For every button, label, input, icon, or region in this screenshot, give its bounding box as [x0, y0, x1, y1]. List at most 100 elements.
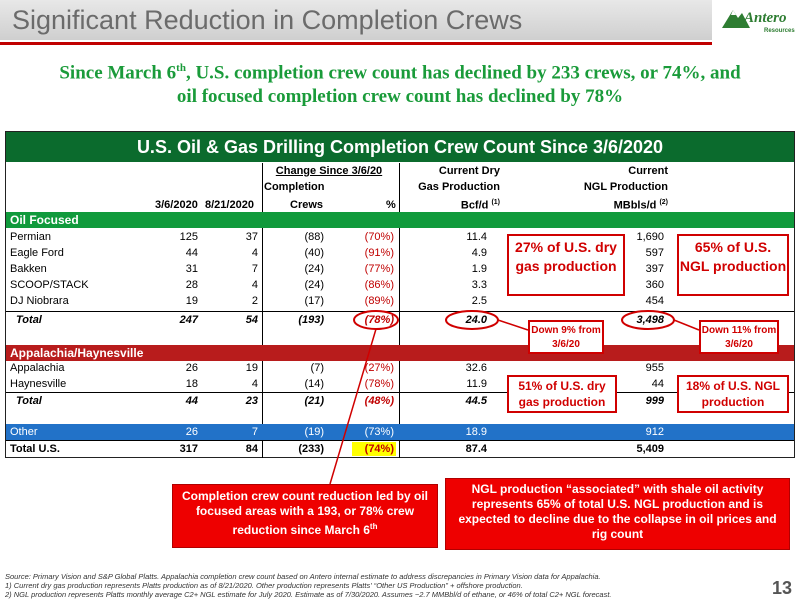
headline-line-2: oil focused completion crew count has de…: [176, 86, 624, 108]
header-change: Change Since 3/6/20: [275, 165, 383, 177]
connector-gas-down: [497, 319, 529, 331]
app-row-1-crews: (14): [304, 378, 324, 390]
title-underline: [0, 42, 712, 45]
oil-row-3-d2: 4: [251, 279, 258, 291]
headline-line-1: Since March 6th, U.S. completion crew co…: [59, 62, 741, 84]
oil-row-1-name: Eagle Ford: [10, 247, 64, 259]
oil-total-pct: (78%): [364, 314, 394, 326]
other-d2: 7: [251, 426, 258, 438]
oil-row-2-name: Bakken: [10, 263, 47, 275]
table-frame: [5, 131, 795, 458]
header-completion: Completion: [264, 181, 325, 193]
oil-row-4-gas: 2.5: [471, 295, 487, 307]
app-total-d2: 23: [245, 395, 258, 407]
app-total-ngl: 999: [645, 395, 664, 407]
callout-gas-share: 27% of U.S. dry gas production: [507, 234, 625, 296]
oil-row-4-pct: (89%): [364, 295, 394, 307]
other-row-bg: [6, 424, 794, 440]
footnote-source: Source: Primary Vision and S&P Global Pl…: [5, 572, 601, 581]
section-oil-focused: Oil Focused: [6, 212, 794, 228]
footnote-2: 2) NGL production represents Platts mont…: [5, 590, 612, 599]
oil-row-3-d1: 28: [185, 279, 198, 291]
title-bar: [0, 0, 712, 40]
oil-row-2-ngl: 397: [645, 263, 664, 275]
oil-row-2-gas: 1.9: [471, 263, 487, 275]
other-pct: (73%): [364, 426, 394, 438]
app-row-1-d2: 4: [251, 378, 258, 390]
header-ngl-3: MBbls/d (2): [613, 199, 668, 212]
header-gas-3: Bcf/d (1): [460, 199, 500, 212]
header-date2: 8/21/2020: [205, 199, 254, 211]
us-total-d2: 84: [245, 443, 258, 455]
app-row-0-d2: 19: [245, 362, 258, 374]
app-row-0-pct: (27%): [364, 362, 394, 374]
oil-row-0-gas: 11.4: [466, 231, 487, 243]
header-date1: 3/6/2020: [155, 199, 198, 211]
logo-subtext: Resources: [764, 28, 795, 34]
note-ngl-associated: NGL production “associated” with shale o…: [445, 478, 790, 550]
us-total-d1: 317: [179, 443, 198, 455]
header-pct: %: [386, 199, 396, 211]
oil-row-4-name: DJ Niobrara: [10, 295, 69, 307]
headline: Since March 6th, U.S. completion crew co…: [0, 56, 800, 109]
app-row-1-ngl: 44: [651, 378, 664, 390]
us-total-rule: [6, 440, 794, 441]
app-row-1-d1: 18: [185, 378, 198, 390]
oil-total-rule: [6, 311, 794, 312]
connector-left-box: [329, 328, 377, 485]
header-ngl-2: NGL Production: [583, 181, 668, 193]
header-gas-1: Current Dry: [438, 165, 500, 177]
header-gas-2: Gas Production: [418, 181, 500, 193]
app-row-1-name: Haynesville: [10, 378, 67, 390]
oil-total-crews: (193): [298, 314, 324, 326]
oil-row-2-d2: 7: [251, 263, 258, 275]
oil-row-0-ngl: 1,690: [636, 231, 664, 243]
oil-total-name: Total: [16, 314, 42, 326]
oil-row-2-d1: 31: [185, 263, 198, 275]
other-ngl: 912: [645, 426, 664, 438]
oil-row-3-ngl: 360: [645, 279, 664, 291]
page-number: 13: [771, 578, 792, 598]
callout-app-ngl: 18% of U.S. NGL production: [677, 375, 789, 413]
header-ngl-1: Current: [628, 165, 668, 177]
app-total-gas: 44.5: [465, 395, 487, 407]
company-logo: Antero Resources: [722, 4, 795, 44]
callout-ngl-down: Down 11% from 3/6/20: [699, 320, 779, 354]
other-d1: 26: [185, 426, 198, 438]
oil-row-0-d1: 125: [179, 231, 198, 243]
app-row-1-pct: (78%): [364, 378, 394, 390]
oil-row-0-pct: (70%): [364, 231, 394, 243]
other-crews: (19): [304, 426, 324, 438]
app-row-0-ngl: 955: [645, 362, 664, 374]
app-row-0-name: Appalachia: [10, 362, 65, 374]
oil-row-3-pct: (86%): [364, 279, 394, 291]
us-total-gas: 87.4: [465, 443, 487, 455]
oil-row-2-pct: (77%): [364, 263, 394, 275]
oil-total-ngl: 3,498: [636, 314, 664, 326]
oil-row-0-name: Permian: [10, 231, 51, 243]
oil-total-gas: 24.0: [465, 314, 487, 326]
gas-total-ellipse: [445, 310, 499, 330]
oil-row-4-d1: 19: [185, 295, 198, 307]
pct-highlight-ellipse: [353, 310, 399, 330]
oil-row-1-ngl: 597: [645, 247, 664, 259]
oil-row-1-d1: 44: [185, 247, 198, 259]
us-total-name: Total U.S.: [10, 443, 60, 455]
app-row-0-crews: (7): [310, 362, 324, 374]
divider-vertical-2: [399, 163, 400, 458]
table-title: U.S. Oil & Gas Drilling Completion Crew …: [6, 132, 794, 162]
oil-row-0-crews: (88): [304, 231, 324, 243]
callout-app-gas: 51% of U.S. dry gas production: [507, 375, 617, 413]
oil-row-1-d2: 4: [251, 247, 258, 259]
app-total-name: Total: [16, 395, 42, 407]
oil-row-3-name: SCOOP/STACK: [10, 279, 89, 291]
connector-ngl-down: [673, 319, 700, 331]
other-gas: 18.9: [465, 426, 487, 438]
app-total-crews: (21): [304, 395, 324, 407]
note-crew-reduction: Completion crew count reduction led by o…: [172, 484, 438, 548]
app-row-1-gas: 11.9: [466, 378, 487, 390]
oil-row-1-crews: (40): [304, 247, 324, 259]
oil-row-0-d2: 37: [245, 231, 258, 243]
us-total-pct: (74%): [364, 443, 394, 455]
